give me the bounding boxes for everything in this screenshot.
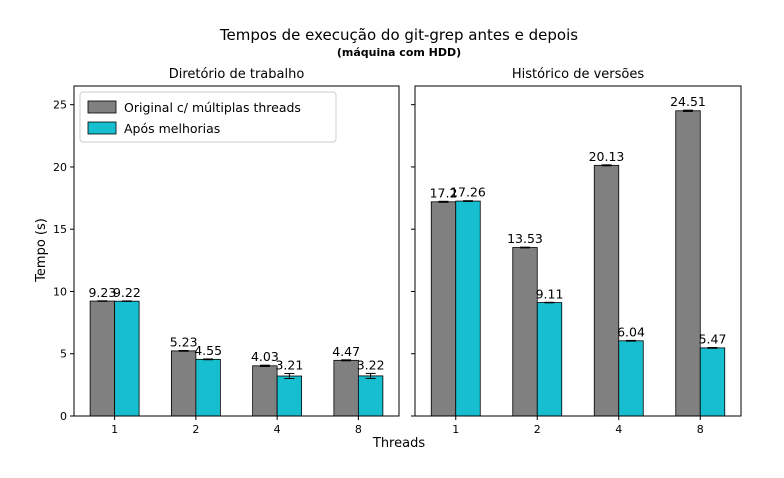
panel-2: Histórico de versões 1 17.217.26 2 13.53 9.11…: [411, 67, 742, 436]
bar-improved: [195, 358, 221, 417]
x-tick-label: 8: [697, 423, 704, 436]
x-axis-label: Threads: [372, 436, 425, 451]
plot-frame: [414, 85, 742, 417]
legend-box: [79, 91, 337, 143]
bar-improved: [699, 347, 726, 417]
data-label: 13.53: [507, 231, 543, 246]
y-axis-label: Tempo (s): [34, 218, 49, 283]
y-tick-label: 0: [60, 410, 67, 423]
y-tick-label: 15: [53, 223, 67, 236]
bar-improved: [618, 340, 644, 417]
data-label: 5.47: [699, 332, 727, 347]
legend-label: Original c/ múltiplas threads: [124, 100, 301, 115]
bar-original: [89, 300, 116, 417]
bar-original: [333, 359, 359, 417]
bar-original: [512, 247, 538, 417]
x-tick-label: 2: [534, 423, 541, 436]
bar-original: [675, 110, 701, 417]
y-tick-label: 5: [60, 348, 67, 361]
data-label: 9.23: [88, 285, 116, 300]
bar-improved: [536, 302, 563, 417]
chart-title: Tempos de execução do git-grep antes e d…: [219, 26, 578, 44]
x-tick-label: 1: [111, 423, 118, 436]
bar-original: [430, 201, 457, 417]
y-tick-label: 25: [53, 99, 67, 112]
data-label: 3.21: [275, 358, 303, 373]
legend-label: Após melhorias: [124, 121, 220, 136]
chart-subtitle: (máquina com HDD): [337, 46, 461, 59]
legend-swatch: [87, 100, 117, 114]
plot-frame: [73, 85, 400, 417]
data-label: 3.22: [357, 357, 385, 372]
data-label: 17.26: [450, 185, 486, 200]
data-label: 9.22: [113, 285, 141, 300]
data-label: 5.23: [170, 334, 198, 349]
data-label: 4.55: [194, 343, 222, 358]
panels-group: Diretório de trabalho 0 5 10 15 20 25 1 9.239.22…: [53, 67, 742, 436]
data-label: 9.11: [536, 286, 564, 301]
bar-original: [252, 365, 278, 417]
x-tick-label: 2: [192, 423, 199, 436]
bar-improved: [114, 300, 140, 417]
y-tick-label: 10: [53, 285, 67, 298]
bar-original: [593, 164, 620, 417]
data-label: 17.2: [430, 185, 458, 200]
data-label: 24.51: [670, 94, 706, 109]
x-tick-label: 8: [355, 423, 362, 436]
bar-improved: [455, 200, 481, 417]
data-label: 20.13: [589, 149, 625, 164]
bar-original: [170, 350, 197, 417]
panel-title: Diretório de trabalho: [169, 67, 305, 82]
legend-swatch: [87, 121, 117, 135]
bar-improved: [357, 375, 384, 417]
x-tick-label: 1: [452, 423, 459, 436]
data-label: 4.03: [251, 349, 279, 364]
y-tick-label: 20: [53, 161, 67, 174]
panel-title: Histórico de versões: [512, 67, 645, 82]
data-label: 4.47: [332, 344, 360, 359]
panel-1: Diretório de trabalho 0 5 10 15 20 25 1 9.239.22…: [53, 67, 400, 436]
x-tick-label: 4: [274, 423, 281, 436]
data-label: 6.04: [617, 324, 645, 339]
x-tick-label: 4: [615, 423, 622, 436]
bar-improved: [276, 375, 303, 417]
